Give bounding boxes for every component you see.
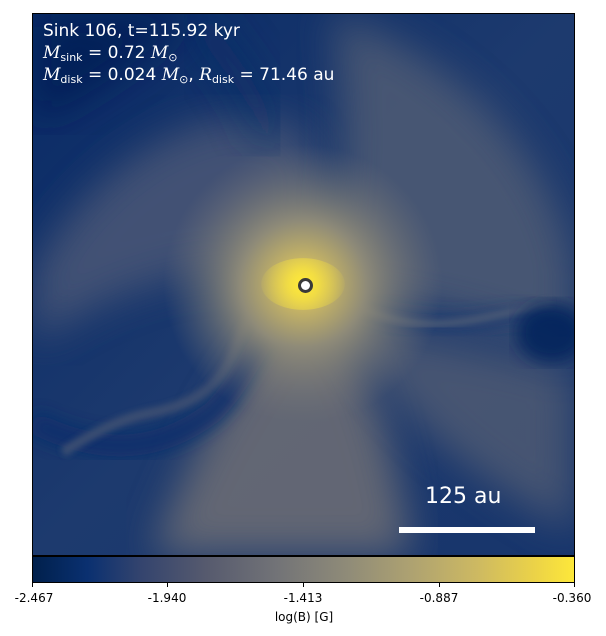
sink-time-label: Sink 106, t=115.92 kyr (43, 21, 240, 41)
scalebar (399, 527, 535, 533)
rdisk-symbol: R (199, 65, 212, 85)
colorbar-tick (439, 583, 440, 587)
rdisk-subscript: disk (211, 73, 235, 86)
colorbar-label: log(B) [G] (274, 610, 334, 624)
msink-subscript: sink (60, 51, 83, 64)
separator-comma: , (188, 65, 200, 85)
rdisk-value: = 71.46 au (234, 65, 335, 85)
colorbar-tick (167, 583, 168, 587)
sink-marker (298, 278, 313, 293)
colorbar-tick (574, 583, 575, 587)
mdisk-value: = 0.024 (82, 65, 162, 85)
colorbar-tick-label: -1.940 (147, 591, 187, 605)
msink-symbol: M (43, 43, 61, 63)
msink-value: = 0.72 (82, 43, 151, 63)
sink-mass-label: Msink = 0.72 M⊙ (43, 43, 178, 64)
msun-subscript-2: ⊙ (179, 73, 189, 86)
colorbar-tick (32, 583, 33, 587)
msun-symbol: M (150, 43, 169, 63)
msun-subscript: ⊙ (168, 51, 178, 64)
colorbar-tick (303, 583, 304, 587)
colorbar-tick-label: -2.467 (14, 591, 54, 605)
field-image (33, 14, 574, 555)
scalebar-label: 125 au (425, 484, 502, 509)
right-dark-patch (516, 302, 574, 363)
disk-properties-label: Mdisk = 0.024 M⊙, Rdisk = 71.46 au (43, 65, 334, 86)
mdisk-subscript: disk (60, 73, 83, 86)
msun-symbol-2: M (161, 65, 180, 85)
top-left-dark-region (33, 14, 193, 124)
colorbar-tick-label: -1.413 (283, 591, 323, 605)
magnetic-field-map: Sink 106, t=115.92 kyr Msink = 0.72 M⊙ M… (32, 13, 575, 556)
mdisk-symbol: M (43, 65, 61, 85)
colorbar-tick-label: -0.360 (552, 591, 592, 605)
colorbar-tick-label: -0.887 (419, 591, 459, 605)
upper-dark-filament (182, 14, 285, 147)
colorbar (32, 556, 575, 583)
